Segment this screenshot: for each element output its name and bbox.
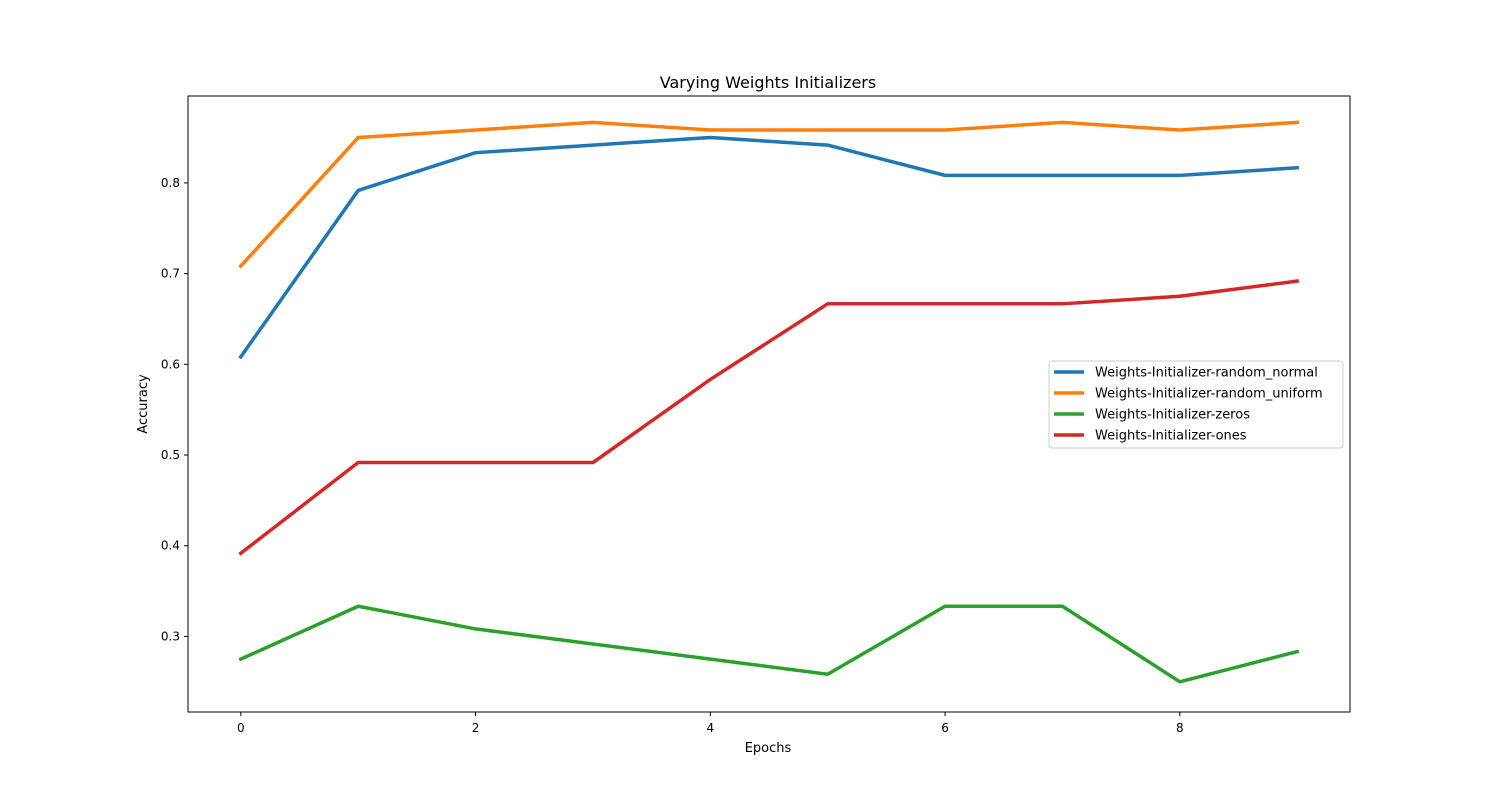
series-line-3 [238,604,1300,684]
legend-label: Weights-Initializer-zeros [1095,408,1250,423]
legend-label: Weights-Initializer-random_normal [1095,366,1318,381]
chart-title: Varying Weights Initializers [660,73,876,92]
y-axis: 0.3 0.4 0.5 0.6 0.7 0.8 [161,176,188,643]
series-line-4 [238,279,1300,556]
x-tick-label: 2 [472,721,480,735]
x-tick-label: 0 [237,721,245,735]
series-line-2 [238,120,1300,269]
y-tick-label: 0.7 [161,267,180,281]
legend-label: Weights-Initializer-random_uniform [1095,387,1323,402]
plot-frame [187,95,1351,713]
y-tick-label: 0.3 [161,629,180,643]
x-tick-label: 6 [941,721,949,735]
plot-area [238,120,1300,684]
y-tick-label: 0.8 [161,176,180,190]
x-axis: 0 2 4 6 8 [237,712,1184,735]
y-tick-label: 0.6 [161,357,180,371]
y-tick-label: 0.5 [161,448,180,462]
y-tick-label: 0.4 [161,539,180,553]
x-axis-label: Epochs [745,741,792,756]
legend-box [1048,360,1344,449]
series-line-1 [238,135,1300,360]
y-axis-label: Accuracy [136,374,151,434]
legend-label: Weights-Initializer-ones [1095,429,1247,444]
legend: Weights-Initializer-random_normal Weights… [1048,360,1344,449]
x-tick-label: 4 [706,721,714,735]
x-tick-label: 8 [1176,721,1184,735]
